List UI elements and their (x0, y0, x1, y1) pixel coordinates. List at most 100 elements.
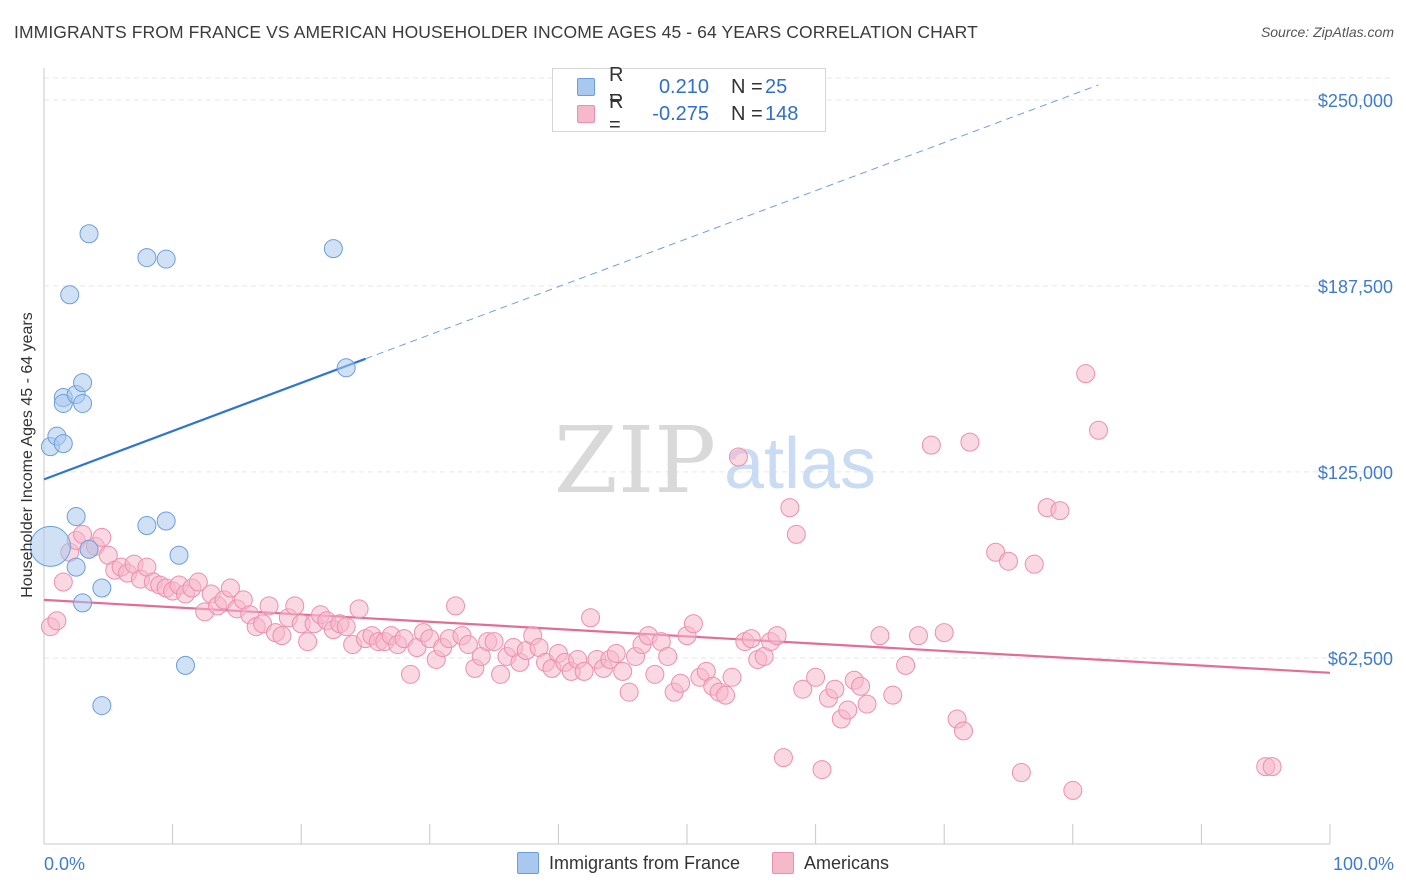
legend-item-americans[interactable]: Americans (772, 852, 889, 874)
correlation-legend: R = 0.210 N = 25 R = -0.275 N = 148 (552, 64, 826, 136)
source-credit: Source: ZipAtlas.com (1260, 24, 1394, 40)
r-value: 0.210 (658, 75, 709, 98)
point-americans (336, 617, 356, 637)
y-tick-label: $187,500 (1318, 277, 1393, 297)
point-americans (1024, 554, 1044, 574)
point-france (156, 249, 176, 269)
watermark-zip: ZIP (554, 407, 716, 514)
y-tick-label: $62,500 (1328, 649, 1393, 669)
watermark-atlas: atlas (724, 424, 876, 504)
y-tick-label: $125,000 (1318, 463, 1393, 483)
point-americans (767, 626, 787, 646)
point-americans (716, 685, 736, 705)
point-americans (960, 432, 980, 452)
point-americans (773, 748, 793, 768)
r-value: -0.275 (652, 102, 709, 125)
point-americans (812, 760, 832, 780)
point-americans (285, 596, 305, 616)
point-americans (92, 527, 112, 547)
point-americans (934, 623, 954, 643)
point-americans (780, 498, 800, 518)
legend-swatch-americans (772, 852, 794, 874)
point-france (29, 525, 71, 567)
point-americans (581, 608, 601, 628)
point-americans (806, 667, 826, 687)
y-tick-label: $250,000 (1318, 91, 1393, 111)
trend-line-france-extension (365, 84, 1099, 360)
legend-label-france: Immigrants from France (548, 852, 740, 873)
point-americans (458, 635, 478, 655)
point-americans (47, 611, 67, 631)
x-tick-labels: 0.0% 100.0% (44, 854, 1394, 874)
point-americans (491, 664, 511, 684)
point-france (336, 358, 356, 378)
axes (43, 68, 1331, 845)
chart-title: IMMIGRANTS FROM FRANCE VS AMERICAN HOUSE… (14, 22, 978, 42)
watermark: ZIP atlas (554, 407, 876, 514)
point-france (73, 373, 93, 393)
y-axis-label: Householder Income Ages 45 - 64 years (19, 312, 36, 598)
point-americans (908, 626, 928, 646)
point-france (79, 224, 99, 244)
n-value: 25 (765, 75, 788, 98)
point-americans (446, 596, 466, 616)
n-label: N = (731, 75, 763, 98)
point-americans (921, 435, 941, 455)
point-france (73, 393, 93, 413)
point-americans (619, 682, 639, 702)
series-legend: Immigrants from France Americans (0, 852, 1406, 874)
point-americans (896, 655, 916, 675)
point-france (323, 239, 343, 259)
point-americans (838, 700, 858, 720)
point-americans (1050, 501, 1070, 521)
y-tick-labels: $62,500 $125,000 $187,500 $250,000 (1318, 91, 1393, 669)
x-tick-label-max: 100.0% (1333, 854, 1394, 874)
point-americans (671, 673, 691, 693)
point-americans (349, 599, 369, 619)
point-americans (786, 524, 806, 544)
r-label: R = (609, 91, 624, 136)
point-france (66, 557, 86, 577)
point-americans (1011, 763, 1031, 783)
point-france (156, 511, 176, 531)
point-americans (645, 664, 665, 684)
point-americans (220, 578, 240, 598)
point-france (60, 285, 80, 305)
point-americans (53, 572, 73, 592)
point-americans (870, 626, 890, 646)
point-americans (484, 632, 504, 652)
point-americans (728, 447, 748, 467)
point-americans (613, 661, 633, 681)
grid-lines (44, 77, 1394, 659)
legend-row-france: R = 0.210 N = 25 (577, 64, 788, 109)
point-france (92, 578, 112, 598)
point-americans (999, 551, 1018, 571)
point-france (175, 655, 195, 675)
legend-swatch-france (577, 78, 595, 96)
point-americans (793, 679, 813, 699)
point-france (169, 545, 189, 565)
n-value: 148 (765, 102, 799, 125)
point-americans (825, 679, 845, 699)
point-americans (1262, 757, 1282, 777)
point-americans (401, 664, 421, 684)
point-americans (1063, 780, 1083, 800)
point-americans (188, 572, 208, 592)
legend-row-americans: R = -0.275 N = 148 (577, 91, 799, 136)
legend-label-americans: Americans (804, 852, 890, 873)
point-france (53, 434, 73, 454)
point-americans (857, 694, 877, 714)
point-americans (272, 626, 292, 646)
point-americans (606, 643, 626, 663)
legend-item-france[interactable]: Immigrants from France (516, 852, 740, 874)
point-france (73, 593, 93, 613)
point-americans (298, 632, 318, 652)
x-tick-label-min: 0.0% (44, 854, 85, 874)
data-points (29, 224, 1282, 800)
trend-line-france (43, 357, 366, 481)
point-americans (1089, 420, 1109, 440)
point-france (137, 515, 157, 535)
point-france (66, 507, 86, 527)
point-france (79, 539, 99, 559)
